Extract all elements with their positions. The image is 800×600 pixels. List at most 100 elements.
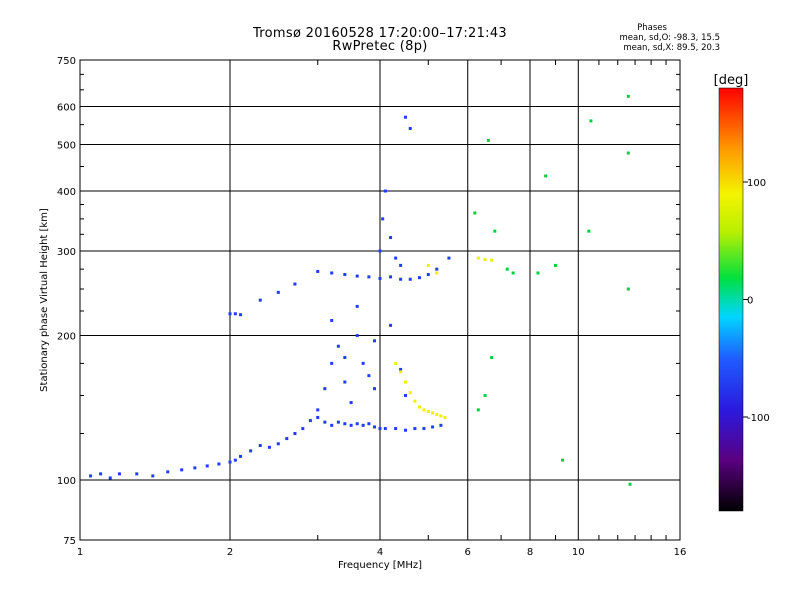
- data-point: [553, 263, 557, 267]
- chart-title: Tromsø 20160528 17:20:00–17:21:43: [252, 26, 508, 41]
- data-point: [417, 405, 421, 409]
- data-point: [417, 276, 421, 280]
- data-point: [367, 422, 371, 426]
- x-tick-label: 10: [572, 547, 585, 558]
- data-point: [361, 361, 365, 365]
- data-point: [205, 464, 209, 468]
- legend-line-x: mean, sd,X: 89.5, 20.3: [623, 43, 720, 53]
- legend-title: Phases: [637, 23, 667, 33]
- data-point: [239, 454, 243, 458]
- x-axis-label: Frequency [MHz]: [338, 560, 422, 571]
- data-point: [378, 276, 382, 280]
- data-point: [355, 334, 359, 338]
- data-point: [367, 374, 371, 378]
- colorbar: -100 0 100 [deg]: [714, 73, 770, 512]
- y-tick-label: 75: [63, 536, 76, 547]
- data-point: [422, 427, 426, 431]
- data-point: [367, 275, 371, 279]
- data-point: [383, 189, 387, 193]
- data-point: [355, 422, 359, 426]
- data-point: [439, 423, 443, 427]
- axis-ticks: [80, 60, 680, 540]
- data-point: [267, 445, 271, 449]
- data-point: [258, 298, 262, 302]
- data-point: [399, 277, 403, 281]
- data-point: [285, 437, 289, 441]
- data-point: [435, 412, 439, 416]
- data-point: [431, 411, 435, 415]
- data-point: [276, 442, 280, 446]
- data-point: [473, 211, 477, 215]
- data-point: [394, 256, 398, 260]
- data-point: [394, 361, 398, 365]
- data-point: [293, 432, 297, 436]
- data-point: [355, 274, 359, 278]
- data-point: [490, 258, 494, 262]
- data-point: [403, 115, 407, 119]
- data-point: [193, 466, 197, 470]
- data-point: [330, 423, 334, 427]
- data-points: [89, 94, 632, 486]
- data-point: [426, 409, 430, 413]
- data-point: [443, 415, 447, 419]
- colorbar-tick-label: -100: [747, 413, 770, 424]
- data-point: [180, 468, 184, 472]
- data-point: [166, 470, 170, 474]
- data-point: [493, 229, 497, 233]
- data-point: [511, 271, 515, 275]
- data-point: [476, 256, 480, 260]
- x-tick-label: 6: [465, 547, 471, 558]
- data-point: [233, 312, 237, 316]
- data-point: [323, 387, 327, 391]
- data-point: [399, 263, 403, 267]
- grid-lines: [80, 60, 680, 540]
- data-point: [426, 263, 430, 267]
- data-point: [399, 370, 403, 374]
- data-point: [483, 394, 487, 398]
- data-point: [276, 290, 280, 294]
- data-point: [361, 423, 365, 427]
- y-tick-label: 750: [57, 56, 76, 67]
- data-point: [217, 462, 221, 466]
- data-point: [447, 256, 451, 260]
- data-point: [435, 271, 439, 275]
- x-tick-label: 8: [527, 547, 533, 558]
- y-tick-label: 200: [57, 332, 76, 343]
- axis-labels: 1 2 4 6 8 10 16 75 100 200 300 400 500 600 750 Frequenc…: [39, 56, 686, 571]
- data-point: [476, 408, 480, 412]
- data-point: [490, 355, 494, 359]
- data-point: [505, 267, 509, 271]
- data-point: [408, 391, 412, 395]
- data-point: [228, 312, 232, 316]
- data-point: [389, 236, 393, 240]
- data-point: [626, 287, 630, 291]
- data-point: [381, 217, 385, 221]
- data-point: [413, 427, 417, 431]
- data-point: [330, 271, 334, 275]
- data-point: [413, 399, 417, 403]
- data-point: [373, 425, 377, 429]
- data-point: [544, 174, 548, 178]
- data-point: [330, 361, 334, 365]
- y-axis-label: Stationary phase Virtual Height [km]: [39, 208, 50, 392]
- data-point: [486, 138, 490, 142]
- data-point: [626, 151, 630, 155]
- data-point: [108, 476, 112, 480]
- data-point: [389, 323, 393, 327]
- data-point: [258, 444, 262, 448]
- data-point: [439, 414, 443, 418]
- data-point: [403, 380, 407, 384]
- data-point: [316, 408, 320, 412]
- data-point: [426, 273, 430, 277]
- data-point: [239, 313, 243, 317]
- data-point: [408, 277, 412, 281]
- data-point: [135, 472, 139, 476]
- data-point: [233, 458, 237, 462]
- data-point: [151, 474, 155, 478]
- x-tick-label: 16: [674, 547, 687, 558]
- data-point: [373, 387, 377, 391]
- data-point: [373, 339, 377, 343]
- data-point: [403, 428, 407, 432]
- data-point: [117, 472, 121, 476]
